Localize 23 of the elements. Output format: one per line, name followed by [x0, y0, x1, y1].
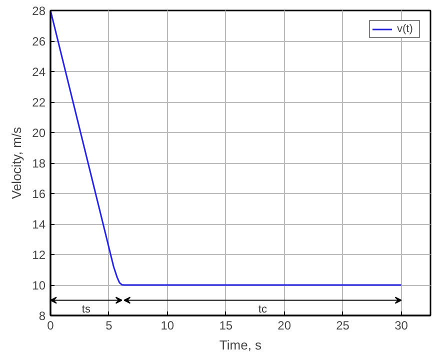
- y-tick-label: 8: [38, 309, 46, 323]
- y-tick-label: 12: [32, 248, 46, 262]
- x-tick-label: 10: [160, 318, 174, 332]
- x-tick-label: 5: [106, 318, 113, 332]
- y-tick-label: 18: [32, 156, 46, 170]
- x-tick-label: 30: [394, 318, 408, 332]
- y-tick-label: 20: [32, 126, 46, 140]
- y-tick-label: 16: [32, 187, 46, 201]
- y-tick-label: 22: [32, 96, 46, 110]
- y-tick-label: 24: [32, 65, 46, 79]
- x-tick-label: 25: [336, 318, 350, 332]
- annotation: ts: [82, 303, 91, 316]
- x-axis-title: Time, s: [219, 338, 262, 352]
- y-tick-label: 28: [32, 4, 46, 18]
- y-tick-label: 10: [32, 278, 46, 292]
- x-tick-label: 20: [278, 318, 292, 332]
- y-axis-title: Velocity, m/s: [9, 126, 24, 199]
- y-tick-label: 26: [32, 34, 46, 48]
- x-tick-label: 15: [219, 318, 233, 332]
- x-tick-label: 0: [47, 318, 54, 332]
- legend-label: v(t): [397, 23, 414, 35]
- y-tick-label: 14: [32, 218, 46, 232]
- annotation: tc: [258, 303, 268, 316]
